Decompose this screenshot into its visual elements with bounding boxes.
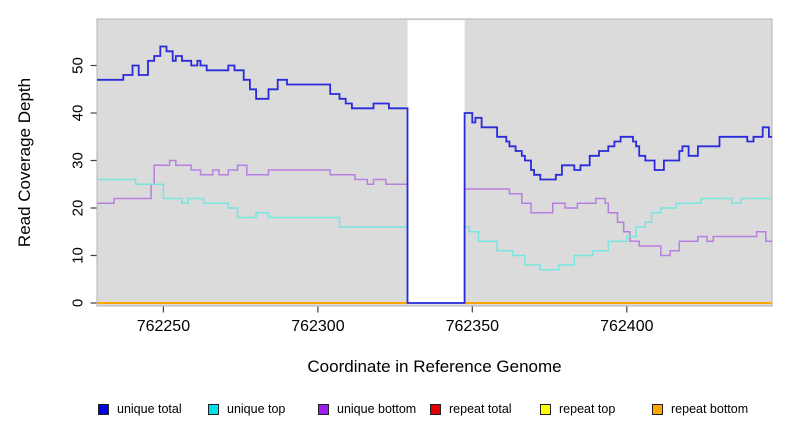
legend: unique total unique top unique bottom repea… <box>0 399 792 423</box>
y-tick-label: 10 <box>70 247 87 264</box>
legend-swatch-icon <box>318 403 329 415</box>
legend-swatch-icon <box>430 403 441 415</box>
legend-item-repeat-total: repeat total <box>430 399 512 419</box>
legend-item-unique-bottom: unique bottom <box>318 399 416 419</box>
x-tick-label: 762250 <box>137 318 190 335</box>
y-tick-label: 40 <box>70 105 87 122</box>
legend-label: repeat top <box>559 402 616 416</box>
legend-label: repeat total <box>449 402 512 416</box>
plot-border <box>96 18 773 307</box>
series-unique-top-line <box>97 178 772 304</box>
legend-swatch-icon <box>208 403 219 415</box>
x-tick-label: 762400 <box>600 318 653 335</box>
y-tick-label: 30 <box>70 152 87 169</box>
legend-item-repeat-bottom: repeat bottom <box>652 399 748 419</box>
gap-region <box>407 20 465 305</box>
x-tick-label: 762300 <box>291 318 344 335</box>
legend-label: unique top <box>227 402 286 416</box>
y-axis-title: Read Coverage Depth <box>15 78 34 247</box>
y-tick-label: 50 <box>70 57 87 74</box>
legend-label: unique total <box>117 402 182 416</box>
legend-label: unique bottom <box>337 402 417 416</box>
series-unique-total-line <box>97 45 772 304</box>
legend-item-unique-top: unique top <box>208 399 285 419</box>
legend-swatch-icon <box>98 403 109 415</box>
x-tick-label: 762350 <box>446 318 499 335</box>
legend-item-repeat-top: repeat top <box>540 399 615 419</box>
y-tick-label: 20 <box>70 200 87 217</box>
series-unique-bottom-line <box>97 159 772 304</box>
legend-swatch-icon <box>540 403 551 415</box>
legend-label: repeat bottom <box>671 402 749 416</box>
legend-item-unique-total: unique total <box>98 399 182 419</box>
x-axis-title: Coordinate in Reference Genome <box>307 357 561 376</box>
legend-swatch-icon <box>652 403 663 415</box>
y-tick-label: 0 <box>70 299 87 307</box>
